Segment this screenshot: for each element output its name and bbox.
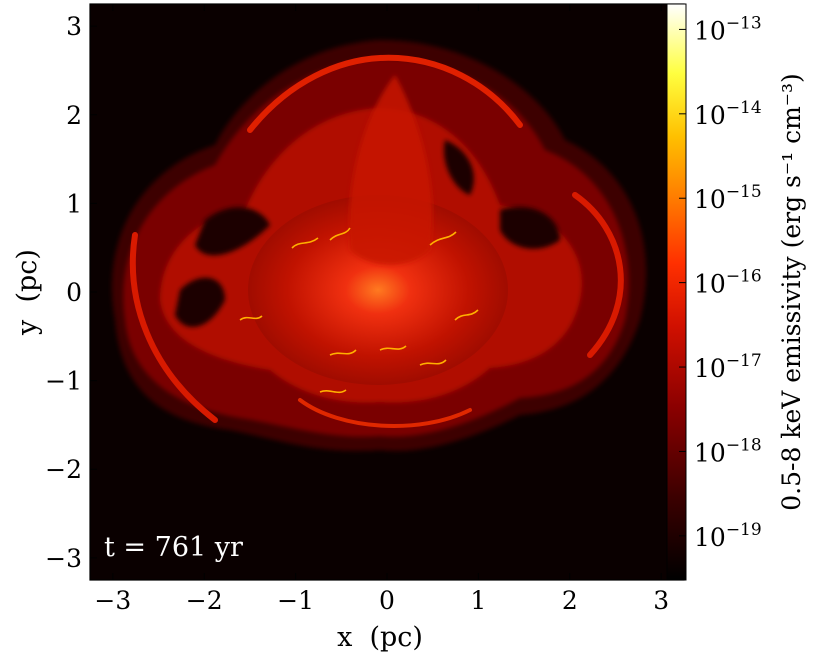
x-tick-label: 2 bbox=[562, 586, 578, 615]
colorbar-label: 0.5-8 keV emissivity (erg s⁻¹ cm⁻³) bbox=[777, 73, 806, 511]
y-axis-label: y (pc) bbox=[12, 249, 43, 336]
y-tick-label: −1 bbox=[45, 367, 82, 396]
y-tick-label: 0 bbox=[66, 278, 82, 307]
x-tick-label: −2 bbox=[186, 586, 223, 615]
shell-rims bbox=[129, 54, 624, 429]
colorbar-tick-label: 10−15 bbox=[694, 182, 762, 214]
time-annotation: t = 761 yr bbox=[104, 532, 243, 563]
x-tick-label: −3 bbox=[94, 586, 131, 615]
colorbar-tick-label: 10−16 bbox=[694, 267, 762, 299]
emission-image bbox=[111, 40, 647, 451]
y-tick-label: 2 bbox=[66, 101, 82, 130]
colorbar-ticks: 10−19 10−18 10−17 10−16 10−15 10−14 10−13 bbox=[679, 13, 762, 552]
dark-voids bbox=[175, 140, 560, 327]
colorbar-tick-label: 10−18 bbox=[694, 435, 762, 467]
x-tick-label: 3 bbox=[653, 586, 669, 615]
x-tick-label: 1 bbox=[470, 586, 486, 615]
x-tick-label: 0 bbox=[379, 586, 395, 615]
y-tick-label: −3 bbox=[45, 544, 82, 573]
y-tick-label: 1 bbox=[66, 189, 82, 218]
y-ticks: −3 −2 −1 0 1 2 3 bbox=[45, 12, 97, 573]
colorbar bbox=[666, 3, 687, 581]
x-tick-label: −1 bbox=[277, 586, 314, 615]
core-glow bbox=[248, 195, 508, 385]
bright-filaments bbox=[239, 227, 479, 394]
colorbar-tick-label: 10−17 bbox=[694, 351, 762, 383]
colorbar-tick-label: 10−14 bbox=[694, 98, 762, 130]
colorbar-tick-label: 10−19 bbox=[694, 520, 762, 552]
x-axis-label: x (pc) bbox=[337, 622, 423, 653]
y-tick-label: 3 bbox=[66, 12, 82, 41]
colorbar-tick-label: 10−13 bbox=[694, 13, 762, 45]
y-tick-label: −2 bbox=[45, 455, 82, 484]
x-ticks: −3 −2 −1 0 1 2 3 bbox=[94, 4, 669, 615]
upper-plume bbox=[349, 75, 433, 265]
